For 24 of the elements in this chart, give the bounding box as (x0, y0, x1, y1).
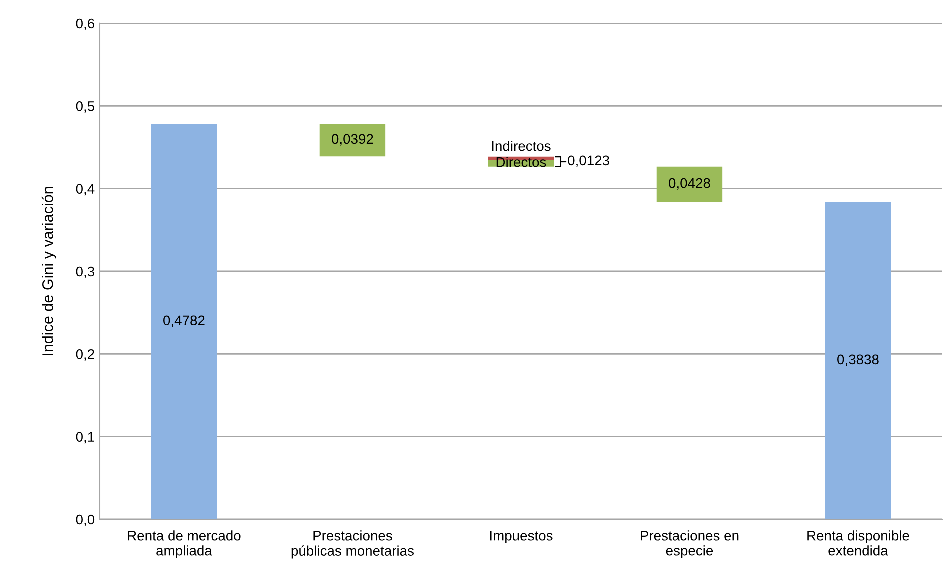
bar (151, 124, 218, 520)
y-axis-title: Indice de Gini y variación (42, 187, 56, 356)
x-tick-label: Renta disponible extendida (808, 530, 910, 556)
x-tick-label: Impuestos (490, 531, 553, 544)
data-label: 0,3838 (838, 354, 879, 366)
bar (825, 202, 892, 520)
x-tick-label: Prestaciones en especie (641, 530, 739, 559)
y-tick-label: 0,6 (76, 18, 94, 30)
y-tick-label: 0,3 (76, 266, 94, 278)
bar (656, 166, 723, 202)
y-tick-label: 0,4 (76, 184, 95, 196)
x-tick-label: Prestaciones públicas monetarias (292, 530, 414, 559)
data-label: 0,4782 (164, 316, 205, 328)
y-tick-label: 0,1 (76, 432, 94, 444)
data-label: 0,0392 (332, 134, 374, 146)
x-tick-label: Renta de mercado ampliada (128, 530, 241, 559)
y-tick-label: 0,0 (76, 514, 95, 526)
annotation: 0,0123 (568, 156, 610, 168)
data-label: 0,0428 (669, 178, 710, 190)
bar (320, 124, 386, 157)
series-label: Directos (496, 157, 546, 168)
series-label: Indirectos (492, 140, 551, 152)
y-tick-label: 0,2 (76, 349, 94, 361)
y-tick-label: 0,5 (76, 101, 95, 113)
